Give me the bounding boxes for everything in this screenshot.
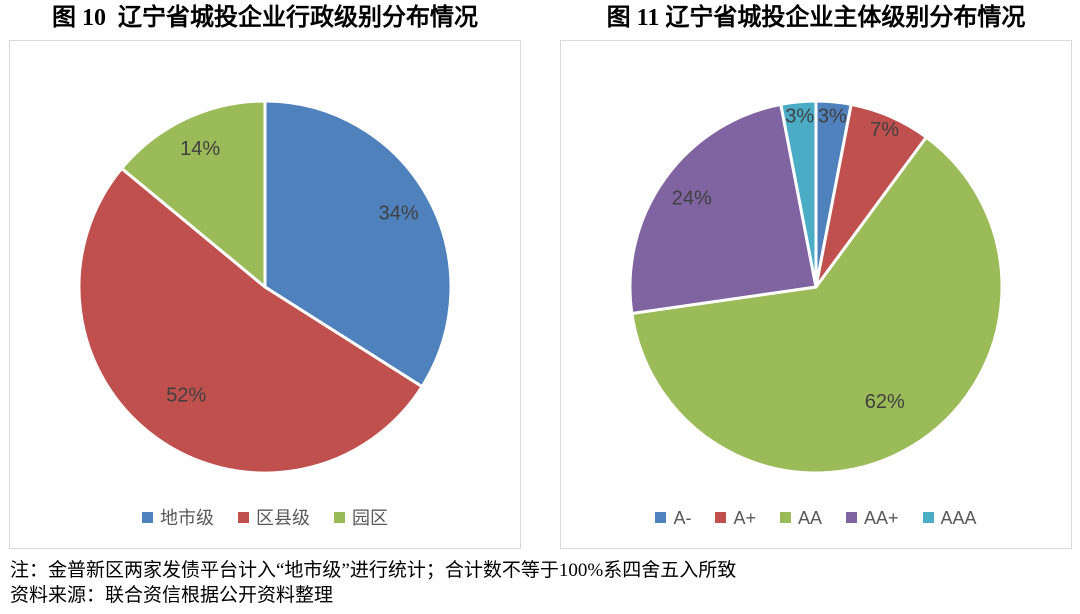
- pie-slice-label-AA+: 24%: [672, 187, 712, 209]
- legend-item-AA: AA: [779, 507, 822, 528]
- pie-slice-label-园区: 14%: [180, 138, 220, 160]
- pie-slice-label-A+: 7%: [870, 119, 899, 141]
- figure-10-title: 图 10 辽宁省城投企业行政级别分布情况: [52, 5, 478, 31]
- legend-item-A+: A+: [715, 509, 756, 527]
- figure-10-panel: 34% 52% 14% 地市级 区县级 园区: [9, 39, 521, 549]
- legend-item-AA+: AA+: [845, 507, 899, 528]
- pie-slice-园区: [120, 99, 267, 289]
- legend-item-地市级: 地市级: [142, 509, 214, 527]
- footnotes: 注：金普新区两家发债平台计入“地市级”进行统计；合计数不等于100%系四舍五入所…: [10, 558, 1080, 608]
- figure-11-legend: A- A+ AA AA+ AAA: [655, 501, 977, 535]
- pie-slice-label-地市级: 34%: [379, 202, 419, 224]
- figure-11-pie-chart: 3% 7% 62% 24% 3%: [628, 99, 1004, 475]
- legend-swatch-icon: [142, 512, 153, 524]
- legend-label: A+: [733, 507, 756, 528]
- pie-slice-AA: [630, 135, 1004, 475]
- legend-label: AA: [797, 507, 822, 528]
- legend-label: 园区: [352, 507, 388, 528]
- source-line: 资料来源：联合资信根据公开资料整理: [10, 584, 334, 606]
- legend-swatch-icon: [715, 512, 727, 524]
- figure-10: 图 10 辽宁省城投企业行政级别分布情况 34% 52% 14% 地市级 区县级 园区: [9, 3, 521, 549]
- legend-label: 区县级: [256, 507, 310, 528]
- legend-swatch-icon: [655, 512, 667, 524]
- figure-10-pie-chart: 34% 52% 14%: [77, 99, 453, 475]
- legend-swatch-icon: [334, 512, 345, 524]
- legend-item-园区: 园区: [334, 509, 388, 527]
- pie-slice-AA+: [628, 102, 818, 315]
- legend-swatch-icon: [922, 512, 934, 524]
- figures-row: 图 10 辽宁省城投企业行政级别分布情况 34% 52% 14% 地市级 区县级 园区 …: [0, 3, 1080, 549]
- pie-slice-label-AAA: 3%: [785, 105, 814, 127]
- pie-slice-label-A-: 3%: [818, 105, 847, 127]
- figure-11-panel: 3% 7% 62% 24% 3% A- A+ AA AA+ AAA: [560, 39, 1072, 549]
- figure-10-legend: 地市级 区县级 园区: [142, 501, 388, 535]
- legend-item-区县级: 区县级: [238, 509, 310, 527]
- legend-item-AAA: AAA: [922, 507, 977, 528]
- legend-swatch-icon: [779, 512, 791, 524]
- legend-label: AAA: [940, 507, 977, 528]
- legend-label: AA+: [863, 507, 899, 528]
- pie-slice-AAA: [779, 99, 818, 289]
- pie-slice-label-区县级: 52%: [166, 384, 206, 406]
- pie-slice-label-AA: 62%: [865, 391, 905, 413]
- figure-11-title: 图 11 辽宁省城投企业主体级别分布情况: [606, 5, 1026, 31]
- legend-item-A-: A-: [655, 509, 691, 527]
- pie-slice-区县级: [77, 166, 424, 475]
- legend-swatch-icon: [845, 512, 857, 524]
- legend-swatch-icon: [238, 512, 249, 524]
- figure-11: 图 11 辽宁省城投企业主体级别分布情况 3% 7% 62% 24% 3% A- A+ AA…: [560, 3, 1072, 549]
- note-line: 注：金普新区两家发债平台计入“地市级”进行统计；合计数不等于100%系四舍五入所…: [10, 559, 737, 581]
- legend-label: 地市级: [160, 507, 214, 528]
- legend-label: A-: [673, 507, 692, 528]
